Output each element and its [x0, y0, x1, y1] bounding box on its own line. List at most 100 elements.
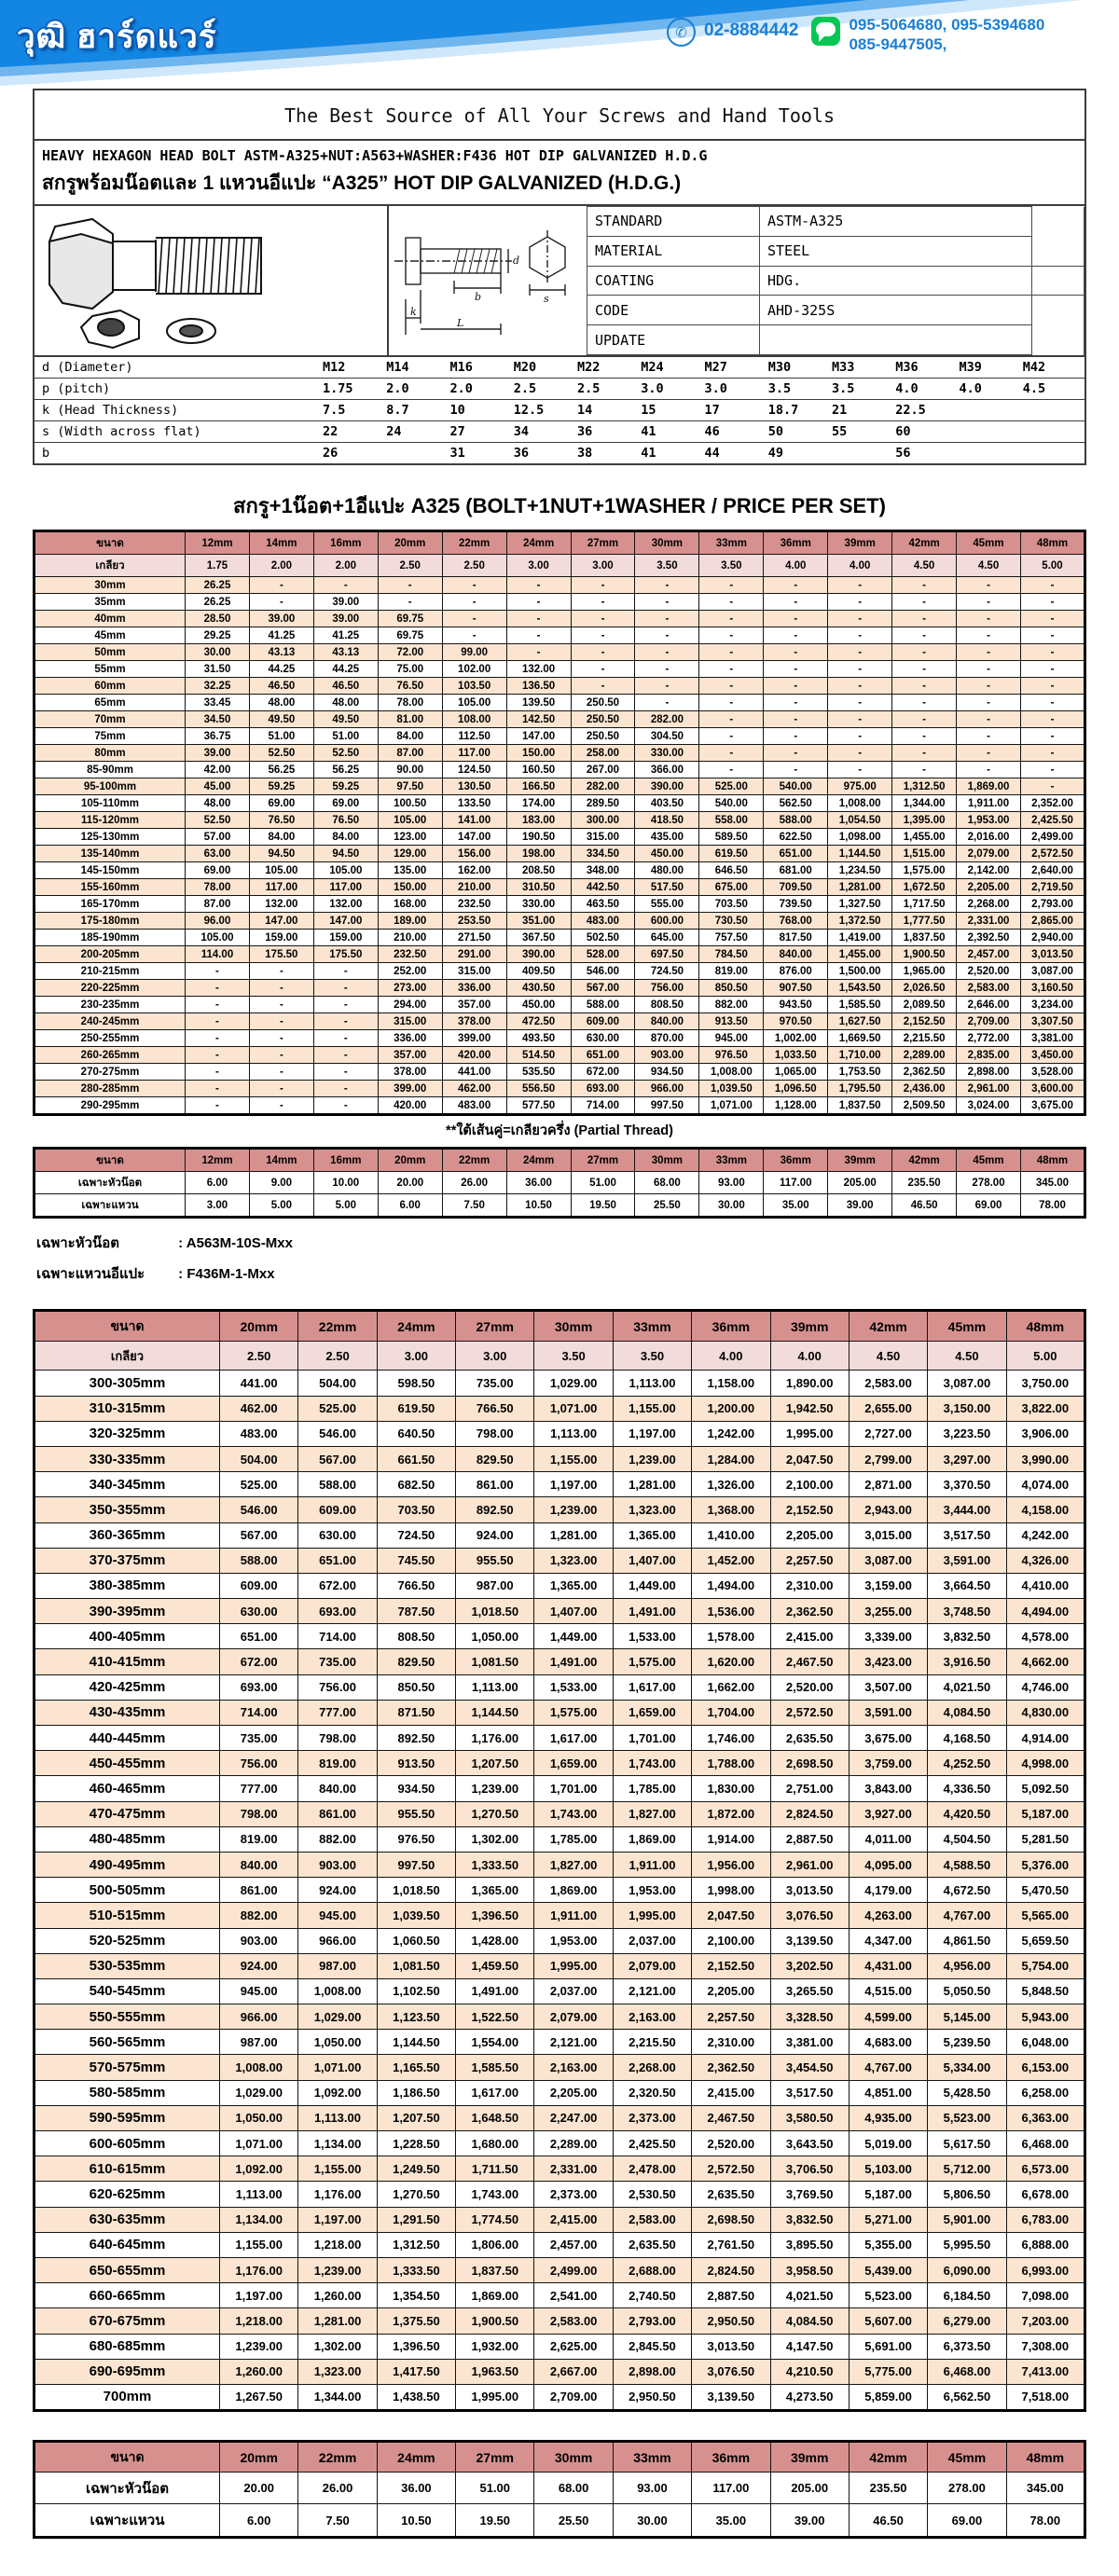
price-cell: - — [698, 727, 765, 745]
price-cell: 2,457.00 — [956, 945, 1021, 963]
size-header: 27mm — [455, 1309, 535, 1343]
price-cell: 1,081.50 — [376, 1952, 457, 1979]
price-cell: 78.00 — [185, 878, 250, 896]
price-cell: - — [763, 660, 829, 678]
price-cell: 1,777.50 — [891, 912, 958, 930]
price-cell: 882.00 — [297, 1825, 378, 1853]
price-cell: 3.00 — [185, 1193, 250, 1218]
size-header: 48mm — [1019, 1148, 1086, 1172]
price-cell: 84.00 — [377, 727, 443, 745]
price-cell: 829.50 — [376, 1648, 457, 1675]
price-cell: 5,995.50 — [927, 2231, 1007, 2258]
price-cell: - — [1019, 576, 1086, 594]
length-label: 260-265mm — [34, 1046, 186, 1064]
price-cell: 2,079.00 — [533, 2004, 614, 2031]
price-cell: 3,832.50 — [927, 1623, 1007, 1650]
price-cell: 1,578.00 — [691, 1623, 771, 1650]
price-cell: 2,089.50 — [891, 996, 958, 1013]
price-cell: 1,218.00 — [218, 2307, 299, 2335]
price-cell: 5.00 — [248, 1193, 314, 1218]
price-cell: 1,554.00 — [455, 2029, 535, 2056]
price-cell: 1,092.00 — [218, 2156, 299, 2183]
price-cell: 41.25 — [248, 627, 314, 644]
price-cell: 3,076.50 — [691, 2358, 771, 2385]
price-cell: 2,583.00 — [956, 979, 1021, 997]
size-header: 45mm — [956, 530, 1021, 555]
price-cell: 924.00 — [455, 1522, 535, 1549]
price-cell: 1,281.00 — [533, 1522, 614, 1549]
price-cell: 348.00 — [570, 861, 636, 879]
price-cell: 4,074.00 — [1005, 1471, 1086, 1498]
price-cell: 41.25 — [312, 627, 379, 644]
price-cell: 78.00 — [1005, 2503, 1086, 2538]
part-code-notes: เฉพาะหัวน๊อต : A563M-10S-Mxx เฉพาะแหวนอี… — [36, 1232, 1086, 1285]
product-name-th: สกรูพร้อมน๊อตและ 1 แหวนอีแปะ “A325” HOT … — [42, 172, 682, 194]
price-cell: 345.00 — [1019, 1171, 1086, 1194]
bottom-table-wrap: ขนาด 20mm 22mm 24mm 27mm 30mm 33mm 36mm 39mm 42mm… — [33, 2440, 1086, 2539]
dimension-value: M27 — [704, 360, 727, 375]
price-cell: 2,509.50 — [891, 1096, 958, 1115]
price-cell: 2,835.00 — [956, 1046, 1021, 1064]
price-cell: - — [891, 761, 958, 778]
price-cell: 48.00 — [312, 694, 379, 711]
price-cell: 756.00 — [297, 1674, 378, 1701]
price-cell: 3,990.00 — [1005, 1445, 1086, 1473]
dimension-value: M39 — [959, 360, 982, 375]
price-cell: 840.00 — [297, 1775, 378, 1802]
price-cell: 160.50 — [505, 761, 572, 778]
price-cell: 1,746.00 — [691, 1724, 771, 1752]
price-cell: 175.50 — [248, 945, 314, 963]
price-cell: 36.00 — [376, 2472, 457, 2505]
price-cell: 208.50 — [505, 861, 572, 879]
price-cell: 3,139.50 — [769, 1927, 850, 1954]
price-cell: - — [827, 643, 893, 661]
price-cell: 3,150.00 — [927, 1395, 1007, 1422]
price-cell: 51.00 — [455, 2472, 535, 2505]
price-cell: - — [570, 643, 636, 661]
price-cell: - — [891, 576, 958, 594]
price-cell: 2,257.50 — [769, 1547, 850, 1574]
price-cell: 1,953.00 — [533, 1927, 614, 1954]
price-cell: 997.50 — [634, 1096, 700, 1115]
price-cell: 4,147.50 — [769, 2333, 850, 2360]
length-label: 650-655mm — [34, 2256, 220, 2284]
size-header: 16mm — [312, 530, 379, 555]
price-cell: 5,659.50 — [1005, 1927, 1086, 1954]
price-cell: 4,599.00 — [848, 2004, 929, 2031]
price-cell: 735.00 — [218, 1724, 299, 1752]
price-cell: 117.00 — [763, 1171, 829, 1194]
price-cell: 2,415.00 — [769, 1623, 850, 1650]
price-cell: 4,746.00 — [1005, 1674, 1086, 1701]
price-cell: 2,799.00 — [848, 1445, 929, 1473]
price-cell: - — [248, 1029, 314, 1047]
price-cell: 2,824.50 — [769, 1800, 850, 1827]
size-header: 39mm — [827, 1148, 893, 1172]
price-cell: 3,307.50 — [1019, 1012, 1086, 1030]
product-header-box: The Best Source of All Your Screws and H… — [33, 89, 1086, 465]
price-cell: 724.50 — [634, 962, 700, 980]
header-banner: วุฒิ ฮาร์ดแวร์ ✆ 02-8884442 095-5064680,… — [0, 0, 1119, 89]
price-cell: 2,898.00 — [956, 1063, 1021, 1081]
price-cell: 441.00 — [218, 1370, 299, 1397]
pitch-value: 4.50 — [891, 554, 958, 577]
price-cell: 756.00 — [218, 1750, 299, 1777]
spec-table: STANDARD ASTM-A325 MATERIAL STEEL COATING HDG… — [587, 206, 1084, 355]
price-cell: 435.00 — [634, 828, 700, 846]
price-cell: 94.50 — [312, 845, 379, 862]
price-cell: - — [827, 660, 893, 678]
price-cell: 1,260.00 — [297, 2282, 378, 2309]
price-cell: 76.50 — [312, 811, 379, 829]
size-header: 39mm — [827, 530, 893, 555]
price-cell: 3,339.00 — [848, 1623, 929, 1650]
price-cell: 2,727.00 — [848, 1420, 929, 1447]
price-cell: 1,533.00 — [533, 1674, 614, 1701]
length-label: 45mm — [34, 627, 186, 644]
price-cell: 1,029.00 — [533, 1370, 614, 1397]
price-cell: 78.00 — [1019, 1193, 1086, 1218]
price-cell: 525.00 — [297, 1395, 378, 1422]
size-header: 30mm — [634, 530, 700, 555]
price-cell: 955.50 — [376, 1800, 457, 1827]
price-cell: 2,373.00 — [612, 2104, 693, 2132]
price-cell: 798.00 — [297, 1724, 378, 1752]
size-header: 39mm — [769, 1309, 850, 1343]
